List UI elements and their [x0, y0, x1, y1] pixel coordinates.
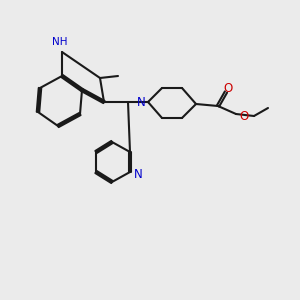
Text: NH: NH [52, 37, 68, 47]
Text: O: O [239, 110, 248, 122]
Text: N: N [137, 95, 146, 109]
Text: O: O [224, 82, 232, 95]
Text: N: N [134, 169, 143, 182]
